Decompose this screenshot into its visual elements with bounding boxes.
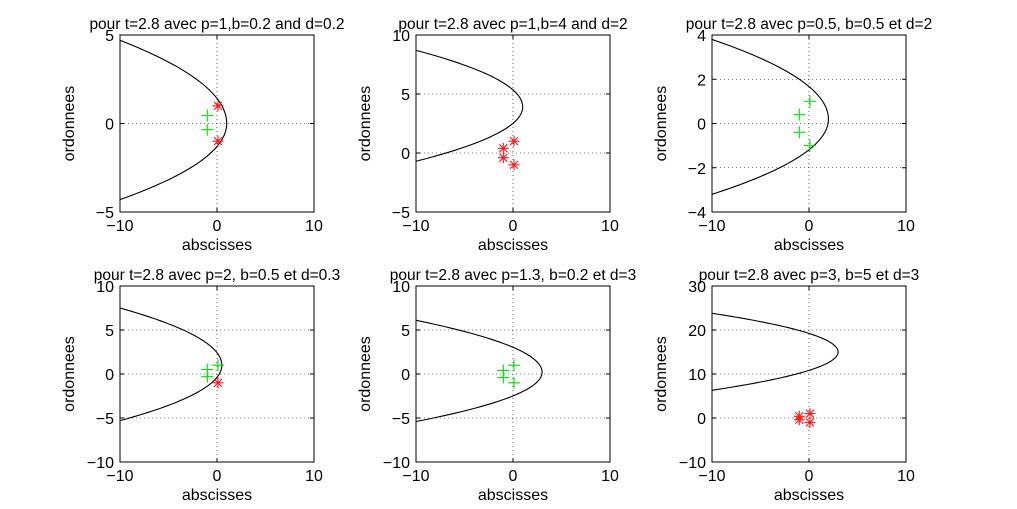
curve-line	[415, 49, 524, 162]
red-star-point	[497, 142, 509, 154]
y-tick-label: 0	[697, 117, 706, 134]
x-axis-label: abscisses	[478, 237, 548, 254]
x-tick-label: 0	[509, 218, 518, 235]
y-tick-label: 5	[401, 323, 410, 340]
red-star-point	[508, 159, 520, 171]
x-tick-label: 0	[805, 218, 814, 235]
y-tick-label: −2	[688, 161, 706, 178]
subplot-4: −10 0 10 −10 −5 0 5 10 abscisses ordonnees pour t=…	[61, 267, 340, 504]
curve-line	[711, 38, 829, 195]
x-axis-label: abscisses	[774, 237, 844, 254]
y-tick-label: 5	[401, 87, 410, 104]
red-star-point	[212, 100, 224, 112]
x-tick-label: −10	[106, 468, 133, 485]
green-plus-point	[793, 126, 806, 139]
x-tick-label: −10	[402, 468, 429, 485]
y-axis-label: ordonnees	[653, 336, 670, 412]
red-star-point	[508, 135, 520, 147]
subplot-2: −10 0 10 −5 0 5 10 abscisses ordonnees pour t=2.8…	[357, 16, 628, 254]
green-plus-point	[201, 123, 214, 136]
y-tick-label: 10	[688, 367, 706, 384]
subplot-title: pour t=2.8 avec p=1,b=0.2 and d=0.2	[89, 16, 344, 33]
y-tick-label: −5	[392, 411, 410, 428]
green-plus-point	[803, 139, 816, 152]
y-tick-label: 0	[401, 146, 410, 163]
y-tick-label: 4	[697, 28, 706, 45]
y-tick-label: 0	[105, 117, 114, 134]
green-plus-point	[803, 95, 816, 108]
y-tick-label: 0	[697, 411, 706, 428]
y-tick-label: −10	[383, 455, 410, 472]
y-axis-label: ordonnees	[357, 336, 374, 412]
x-tick-label: 10	[897, 218, 915, 235]
red-star-point	[497, 152, 509, 164]
red-star-point	[793, 414, 805, 426]
y-axis-label: ordonnees	[61, 86, 78, 162]
x-tick-label: 0	[213, 218, 222, 235]
green-plus-point	[497, 371, 510, 384]
subplot-1: −10 0 10 −5 0 5 abscisses ordonnees pour t=2.8 a…	[61, 16, 345, 254]
red-star-point	[212, 377, 224, 389]
subplot-title: pour t=2.8 avec p=3, b=5 et d=3	[699, 267, 920, 284]
subplot-title: pour t=2.8 avec p=2, b=0.5 et d=0.3	[94, 267, 340, 284]
red-star-point	[212, 135, 224, 147]
x-axis-label: abscisses	[774, 487, 844, 504]
subplot-5: −10 0 10 −10 −5 0 5 10 abscisses ordonnees pour t=…	[357, 267, 636, 504]
green-plus-point	[201, 370, 214, 383]
green-plus-point	[507, 359, 520, 372]
y-axis-label: ordonnees	[357, 86, 374, 162]
x-tick-label: 0	[213, 468, 222, 485]
subplot-6: −10 0 10 −10 0 10 20 30 abscisses ordonnees pour t…	[653, 267, 919, 504]
x-axis-label: abscisses	[182, 487, 252, 504]
x-tick-label: 0	[509, 468, 518, 485]
y-tick-label: 5	[105, 323, 114, 340]
y-tick-label: 10	[392, 28, 410, 45]
y-tick-label: 0	[105, 367, 114, 384]
curve-line	[711, 312, 839, 391]
x-tick-label: 10	[601, 218, 619, 235]
curve-line	[415, 319, 543, 423]
green-plus-point	[201, 109, 214, 122]
x-tick-label: −10	[698, 218, 725, 235]
x-tick-label: −10	[698, 468, 725, 485]
green-plus-point	[507, 376, 520, 389]
x-tick-label: 10	[305, 468, 323, 485]
subplot-title: pour t=2.8 avec p=1,b=4 and d=2	[398, 16, 627, 33]
green-plus-point	[211, 359, 224, 372]
y-tick-label: −10	[679, 455, 706, 472]
x-tick-label: 10	[305, 218, 323, 235]
y-tick-label: 10	[96, 279, 114, 296]
subplot-title: pour t=2.8 avec p=0.5, b=0.5 et d=2	[686, 16, 932, 33]
y-tick-label: 30	[688, 279, 706, 296]
x-tick-label: −10	[106, 218, 133, 235]
y-axis-label: ordonnees	[653, 86, 670, 162]
subplot-3: −10 0 10 −4 −2 0 2 4 abscisses ordonnees pour t=2.…	[653, 16, 932, 254]
x-tick-label: 10	[897, 468, 915, 485]
y-tick-label: 2	[697, 72, 706, 89]
y-tick-label: −4	[688, 205, 706, 222]
x-tick-label: 10	[601, 468, 619, 485]
y-axis-label: ordonnees	[61, 336, 78, 412]
y-tick-label: −10	[87, 455, 114, 472]
y-tick-label: 5	[105, 28, 114, 45]
y-tick-label: 10	[392, 279, 410, 296]
y-tick-label: 0	[401, 367, 410, 384]
x-axis-label: abscisses	[478, 487, 548, 504]
subplot-title: pour t=2.8 avec p=1.3, b=0.2 et d=3	[390, 267, 636, 284]
y-tick-label: −5	[392, 205, 410, 222]
curve-line	[119, 39, 228, 201]
curve-line	[119, 307, 223, 422]
red-star-point	[804, 408, 816, 420]
y-tick-label: −5	[96, 411, 114, 428]
y-tick-label: −5	[96, 205, 114, 222]
x-tick-label: −10	[402, 218, 429, 235]
y-tick-label: 20	[688, 323, 706, 340]
x-tick-label: 0	[805, 468, 814, 485]
x-axis-label: abscisses	[182, 237, 252, 254]
red-star-point	[804, 416, 816, 428]
green-plus-point	[793, 108, 806, 121]
